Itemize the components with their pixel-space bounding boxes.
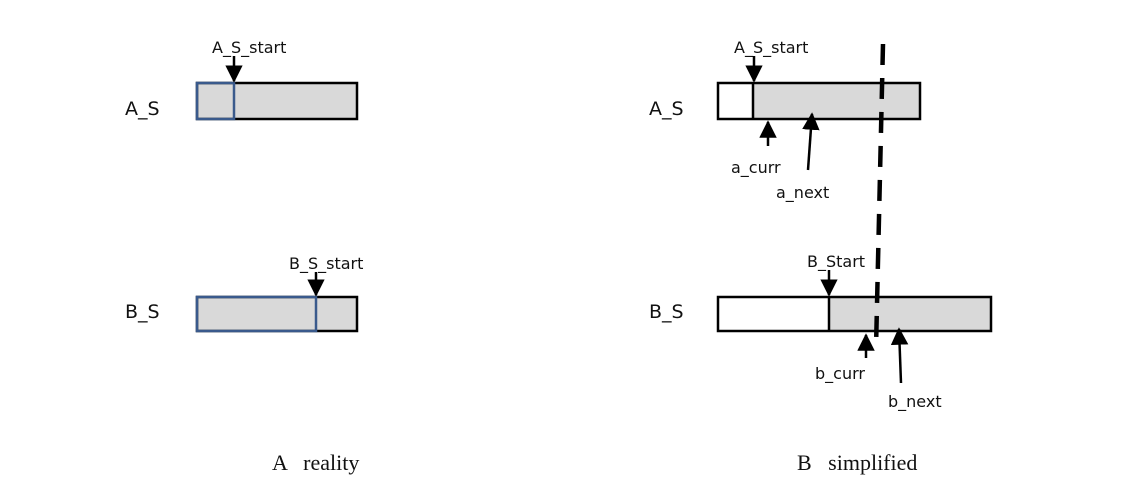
panel-b-b-start-label: B_Start bbox=[807, 252, 865, 272]
panel-a-b-start-segment bbox=[195, 295, 318, 333]
panel-b-row-b-label: B_S bbox=[649, 301, 684, 323]
panel-a-caption: A reality bbox=[272, 450, 359, 475]
panel-b-a-next-arrow bbox=[802, 112, 820, 171]
panel-a-a-start-segment bbox=[195, 81, 236, 121]
panel-b-a-buffer-shaded bbox=[753, 83, 920, 119]
panel-b-b-buffer bbox=[716, 295, 993, 333]
alignment-dashed-line bbox=[873, 43, 886, 349]
panel-a-a-buffer bbox=[195, 81, 359, 121]
panel-b-caption: B simplified bbox=[797, 450, 917, 475]
panel-b-a-start-label: A_S_start bbox=[734, 38, 808, 58]
panel-b-b-buffer-shaded bbox=[829, 297, 991, 331]
panel-b-simplified: A_S A_S_start a_curr a_next B_S B_Start … bbox=[649, 38, 993, 475]
panel-b-b-buffer-outline bbox=[716, 295, 993, 333]
panel-b-a-next-label: a_next bbox=[776, 183, 829, 203]
panel-a-row-a-label: A_S bbox=[125, 98, 160, 120]
panel-a-reality: A_S A_S_start B_S B_S_start A reality bbox=[125, 38, 363, 475]
panel-a-a-start-label: A_S_start bbox=[212, 38, 286, 58]
panel-a-b-buffer-fill bbox=[197, 297, 357, 331]
panel-a-b-start-label: B_S_start bbox=[289, 254, 363, 274]
panel-b-row-a-label: A_S bbox=[649, 98, 684, 120]
panel-b-b-next-arrow bbox=[890, 327, 909, 384]
panel-b-a-curr-label: a_curr bbox=[731, 158, 781, 178]
panel-b-a-buffer bbox=[716, 81, 922, 121]
panel-a-row-b-label: B_S bbox=[125, 301, 160, 323]
panel-a-a-buffer-fill bbox=[197, 83, 357, 119]
panel-b-b-curr-label: b_curr bbox=[815, 364, 865, 384]
panel-a-b-buffer bbox=[195, 295, 359, 333]
panel-b-b-next-label: b_next bbox=[888, 392, 942, 412]
